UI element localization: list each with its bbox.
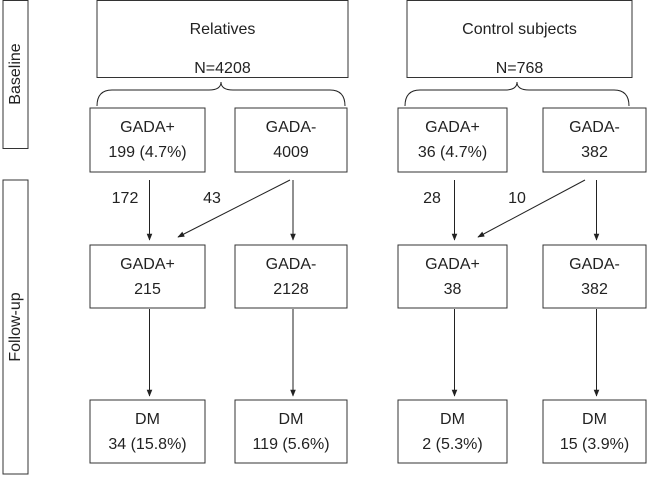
- node-box: [397, 107, 508, 173]
- node-box: [542, 244, 647, 309]
- group-box: [96, 0, 349, 78]
- brace: [404, 81, 630, 107]
- node-label: GADA+: [120, 256, 175, 273]
- node-box: [89, 244, 206, 309]
- group-box: [406, 0, 633, 78]
- node-value: 2128: [273, 281, 309, 298]
- node-box: [234, 107, 348, 173]
- node-value: 4009: [273, 144, 309, 161]
- node-box: [89, 107, 206, 173]
- side-label: Baseline: [7, 43, 24, 104]
- node-label: GADA-: [266, 256, 317, 273]
- side-box: [2, 0, 29, 149]
- group-title: Control subjects: [462, 21, 577, 38]
- node-label: GADA-: [569, 256, 620, 273]
- node-value: 34 (15.8%): [108, 436, 186, 453]
- group-n: N=768: [496, 60, 544, 77]
- node-label: DM: [279, 411, 304, 428]
- node-value: 199 (4.7%): [108, 144, 186, 161]
- node-value: 2 (5.3%): [422, 436, 482, 453]
- node-value: 15 (3.9%): [560, 436, 629, 453]
- side-box: [2, 179, 29, 475]
- transition-count: 172: [112, 190, 139, 207]
- node-value: 382: [581, 281, 608, 298]
- node-box: [89, 399, 206, 464]
- transition-count: 43: [203, 190, 221, 207]
- side-label: Follow-up: [7, 292, 24, 361]
- node-box: [397, 399, 508, 464]
- node-label: DM: [582, 411, 607, 428]
- brace: [96, 81, 346, 107]
- arrow: [177, 179, 291, 238]
- transition-count: 10: [508, 190, 526, 207]
- group-title: Relatives: [190, 21, 256, 38]
- group-n: N=4208: [194, 60, 251, 77]
- node-value: 382: [581, 144, 608, 161]
- arrow: [477, 179, 586, 238]
- node-label: DM: [135, 411, 160, 428]
- node-label: GADA-: [266, 119, 317, 136]
- node-box: [397, 244, 508, 309]
- node-value: 119 (5.6%): [252, 436, 329, 453]
- node-value: 38: [444, 281, 462, 298]
- node-value: 36 (4.7%): [418, 144, 487, 161]
- node-box: [542, 107, 647, 173]
- node-label: GADA+: [425, 119, 480, 136]
- node-value: 215: [134, 281, 161, 298]
- node-label: GADA-: [569, 119, 620, 136]
- node-label: GADA+: [120, 119, 175, 136]
- node-box: [234, 244, 348, 309]
- node-box: [234, 399, 348, 464]
- transition-count: 28: [423, 190, 441, 207]
- node-label: DM: [440, 411, 465, 428]
- node-label: GADA+: [425, 256, 480, 273]
- node-box: [542, 399, 647, 464]
